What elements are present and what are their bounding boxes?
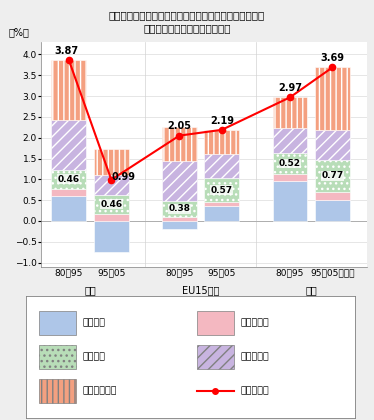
Bar (51, 60, 86, 120)
Text: 3.87: 3.87 (55, 46, 79, 56)
Bar (273, 174, 307, 181)
Bar (94, 175, 129, 195)
Text: 2.19: 2.19 (210, 116, 234, 126)
Bar (315, 192, 350, 200)
Bar (39, 345, 76, 369)
Text: 近年の日本ではその効果が弱い: 近年の日本ではその効果が弱い (143, 23, 231, 33)
Text: 情報化投資による情報資本の蓄積が成長に寄与するが、: 情報化投資による情報資本の蓄積が成長に寄与するが、 (109, 10, 265, 21)
Bar (51, 196, 86, 221)
Bar (205, 178, 239, 202)
Bar (273, 181, 307, 221)
Bar (205, 130, 239, 154)
Bar (162, 221, 197, 229)
Text: 労働力構成: 労働力構成 (240, 318, 269, 328)
Bar (51, 189, 86, 196)
Bar (205, 206, 239, 221)
Bar (315, 130, 350, 160)
Bar (273, 97, 307, 128)
Text: 総要素生産性: 総要素生産性 (82, 386, 117, 396)
Text: （%）: （%） (9, 27, 30, 37)
Bar (39, 311, 76, 335)
Text: 0.46: 0.46 (100, 200, 122, 209)
Bar (273, 128, 307, 153)
Bar (51, 120, 86, 170)
Text: 2.05: 2.05 (168, 121, 191, 131)
Bar (94, 214, 129, 221)
Text: 3.69: 3.69 (321, 53, 344, 63)
Bar (51, 170, 86, 189)
Text: EU15か国: EU15か国 (182, 286, 219, 295)
Bar (162, 201, 197, 217)
Text: 0.38: 0.38 (168, 205, 190, 213)
Bar (315, 200, 350, 221)
Bar (39, 379, 76, 403)
Text: 0.77: 0.77 (321, 171, 344, 180)
Text: 0.46: 0.46 (58, 175, 80, 184)
Bar (197, 345, 233, 369)
Bar (94, 195, 129, 214)
Text: 非情報資本: 非情報資本 (240, 352, 269, 362)
Text: 0.52: 0.52 (279, 159, 301, 168)
Bar (162, 217, 197, 221)
Bar (162, 127, 197, 160)
Text: 労働時間: 労働時間 (82, 318, 105, 328)
Bar (162, 160, 197, 201)
Text: 実質成長率: 実質成長率 (240, 386, 269, 396)
Bar (315, 160, 350, 192)
Bar (94, 149, 129, 175)
Bar (273, 153, 307, 174)
Bar (315, 67, 350, 130)
Text: 情報資本: 情報資本 (82, 352, 105, 362)
Bar (205, 154, 239, 178)
Text: 日本: 日本 (84, 286, 96, 295)
Text: 0.99: 0.99 (111, 172, 135, 182)
Text: 0.57: 0.57 (211, 186, 233, 195)
Text: 米国: 米国 (305, 286, 317, 295)
Bar (94, 221, 129, 252)
Text: 2.97: 2.97 (278, 83, 302, 93)
Bar (197, 311, 233, 335)
Bar (205, 202, 239, 206)
